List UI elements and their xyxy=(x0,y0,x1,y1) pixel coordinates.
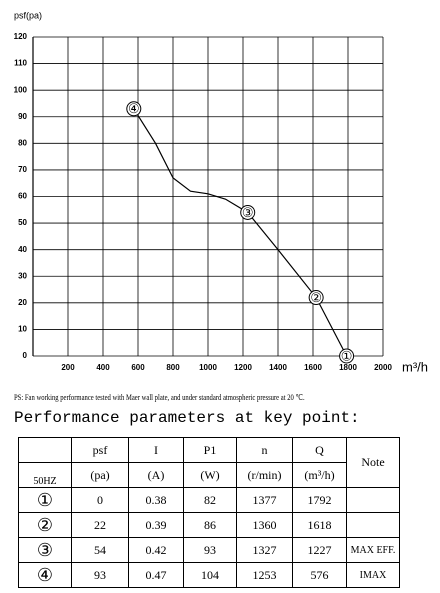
table-cell: psf xyxy=(71,437,129,463)
table-cell: ④ xyxy=(18,562,72,588)
table-cell: 1618 xyxy=(292,512,347,538)
x-tick-label: 1000 xyxy=(199,363,217,372)
y-tick-label: 20 xyxy=(18,298,27,307)
key-point xyxy=(308,290,324,306)
y-tick-label: 0 xyxy=(23,351,28,360)
table-cell: 576 xyxy=(292,562,347,588)
table-cell: Q xyxy=(292,437,347,463)
table-cell xyxy=(346,487,400,513)
table-cell: 1227 xyxy=(292,537,347,563)
table-cell xyxy=(346,512,400,538)
key-point-label: ③ xyxy=(242,205,254,220)
table-cell: (A) xyxy=(128,462,184,488)
table-row: psf I P1 n Q Note xyxy=(18,437,400,488)
x-tick-label: 1800 xyxy=(339,363,357,372)
table-cell: (m³/h) xyxy=(292,462,347,488)
table-cell: 0.39 xyxy=(128,512,184,538)
table-row: 50HZ (pa) (A) (W) (r/min) (m³/h) xyxy=(18,462,400,488)
table-cell: 82 xyxy=(183,487,237,513)
key-point xyxy=(339,348,355,364)
y-tick-label: 110 xyxy=(14,59,27,68)
y-axis-label: psf(pa) xyxy=(14,10,42,20)
key-point-label: ① xyxy=(341,348,353,363)
table-cell: 104 xyxy=(183,562,237,588)
table-cell: ② xyxy=(18,512,72,538)
table-cell: (W) xyxy=(183,462,237,488)
curve xyxy=(133,108,348,357)
table-cell: 54 xyxy=(71,537,129,563)
table-cell: I xyxy=(128,437,184,463)
note: PS: Fan working performance tested with … xyxy=(14,392,305,402)
y-tick-label: 70 xyxy=(18,165,27,174)
key-point-label: ④ xyxy=(128,101,140,116)
x-tick-label: 2000 xyxy=(374,363,392,372)
x-tick-label: 1200 xyxy=(234,363,252,372)
table-cell: 0.47 xyxy=(128,562,184,588)
table-cell: 0 xyxy=(71,487,129,513)
table-cell: 1360 xyxy=(236,512,293,538)
y-tick-label: 100 xyxy=(14,85,28,94)
y-tick-label: 50 xyxy=(18,218,27,227)
table-row: ④ 93 0.47 104 1253 576 IMAX xyxy=(18,562,400,588)
table-cell: (pa) xyxy=(71,462,129,488)
table-cell: (r/min) xyxy=(236,462,293,488)
y-tick-label: 40 xyxy=(18,245,27,254)
key-point xyxy=(126,101,142,117)
table-row: ② 22 0.39 86 1360 1618 xyxy=(18,512,400,538)
table-cell: 1792 xyxy=(292,487,347,513)
table-cell: Note xyxy=(346,437,400,488)
table: psf I P1 n Q Note 50HZ (pa) (A) (W) (r/min) (m³/h) ①… xyxy=(18,437,400,588)
table-cell: 1327 xyxy=(236,537,293,563)
x-tick-label: 200 xyxy=(61,363,75,372)
table-cell: ① xyxy=(18,487,72,513)
table-cell: 1253 xyxy=(236,562,293,588)
y-tick-label: 30 xyxy=(18,271,27,280)
x-tick-label: 1400 xyxy=(269,363,287,372)
table-cell: P1 xyxy=(183,437,237,463)
chart: psf(pa) m³/h 0 10 20 30 40 50 60 70 80 90 100 110 12… xyxy=(14,10,428,374)
heading: Performance parameters at key point: xyxy=(14,409,360,427)
key-point-label: ② xyxy=(310,290,322,305)
table-cell: IMAX xyxy=(346,562,400,588)
y-tick-label: 120 xyxy=(14,32,28,41)
table-cell: 93 xyxy=(183,537,237,563)
x-tick-label: 600 xyxy=(131,363,145,372)
y-tick-label: 60 xyxy=(18,192,27,201)
x-tick-label: 800 xyxy=(166,363,180,372)
table-cell: ③ xyxy=(18,537,72,563)
x-tick-label: 400 xyxy=(96,363,110,372)
table-cell: 22 xyxy=(71,512,129,538)
table-cell xyxy=(18,437,72,463)
y-tick-label: 80 xyxy=(18,138,27,147)
table-cell: 93 xyxy=(71,562,129,588)
table-cell: 0.38 xyxy=(128,487,184,513)
x-tick-label: 1600 xyxy=(304,363,322,372)
x-axis-label: m³/h xyxy=(402,359,428,374)
table-cell: 1377 xyxy=(236,487,293,513)
table-row: ③ 54 0.42 93 1327 1227 MAX EFF. xyxy=(18,537,400,563)
table-cell: 50HZ xyxy=(18,462,72,488)
table-cell: MAX EFF. xyxy=(346,537,400,563)
y-tick-label: 10 xyxy=(18,325,27,334)
key-point xyxy=(240,204,256,220)
table-cell: 86 xyxy=(183,512,237,538)
y-tick-label: 90 xyxy=(18,112,27,121)
table-row: ① 0 0.38 82 1377 1792 xyxy=(18,487,400,513)
table-cell: n xyxy=(236,437,293,463)
table-cell: 0.42 xyxy=(128,537,184,563)
